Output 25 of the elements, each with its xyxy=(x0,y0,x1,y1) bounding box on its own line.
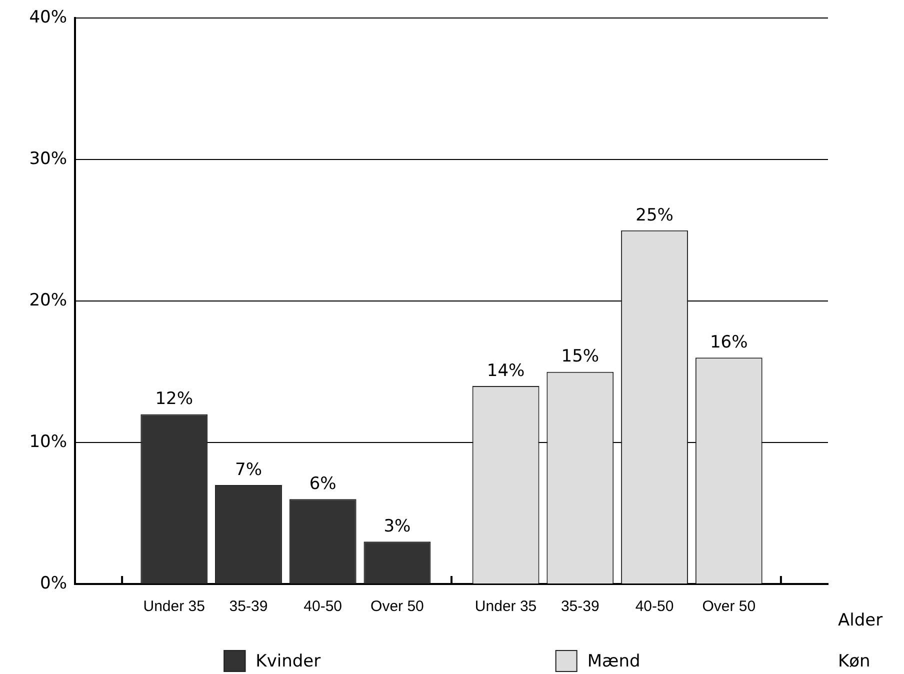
y-tick-label: 30% xyxy=(29,149,67,170)
x-tick-label: 35-39 xyxy=(229,598,268,616)
data-label: 16% xyxy=(710,332,748,353)
legend-label: Mænd xyxy=(587,651,640,672)
data-label: 14% xyxy=(486,360,525,381)
x-tick-label: 40-50 xyxy=(304,598,342,616)
x-tick-label: Over 50 xyxy=(370,598,424,616)
data-label: 7% xyxy=(234,460,262,480)
y-tick-label: 0% xyxy=(40,573,67,594)
x-tick-label: Over 50 xyxy=(702,598,756,616)
data-label: 12% xyxy=(155,389,194,410)
x-axis-title: Alder xyxy=(838,610,883,630)
data-label: 15% xyxy=(561,346,600,367)
y-tick-label: 10% xyxy=(29,432,67,452)
x-tick-label: 35-39 xyxy=(560,598,600,616)
data-label: 25% xyxy=(636,205,674,226)
legend-label: Kvinder xyxy=(256,651,321,672)
data-label: 6% xyxy=(309,474,336,494)
x-tick-label: 40-50 xyxy=(635,598,674,616)
y-tick-label: 20% xyxy=(29,290,67,311)
y-tick-label: 40% xyxy=(29,8,67,28)
legend-title: Køn xyxy=(838,651,870,672)
x-tick-label: Under 35 xyxy=(474,598,537,616)
x-tick-label: Under 35 xyxy=(143,598,205,616)
data-label: 3% xyxy=(384,516,411,536)
